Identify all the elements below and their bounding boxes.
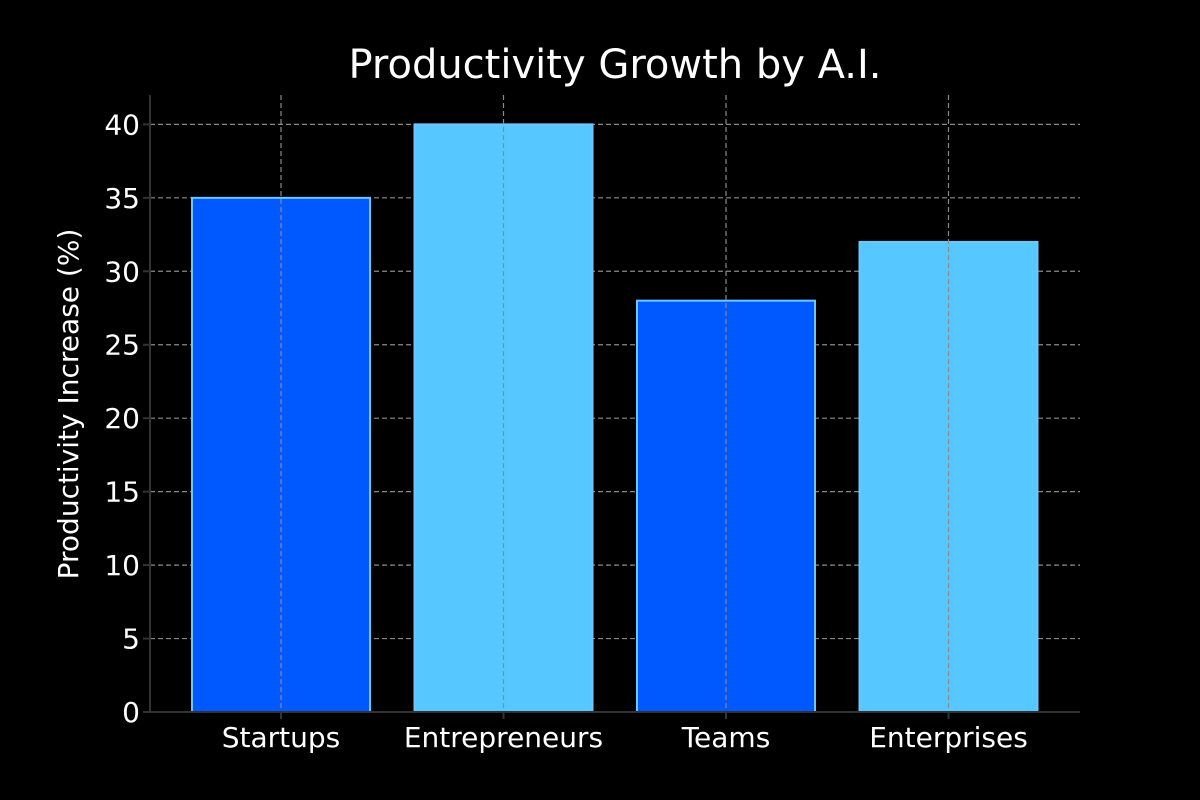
x-tick-label: Entrepreneurs [404,721,603,754]
x-tick-label: Teams [681,721,771,754]
y-tick-label: 0 [122,696,140,729]
y-tick-label: 40 [104,108,140,141]
y-tick-label: 10 [104,549,140,582]
x-grid-lines [280,95,950,712]
y-tick-labels: 0 5 10 15 20 25 30 35 40 [104,108,140,729]
chart-title: Productivity Growth by A.I. [348,42,881,88]
y-tick-label: 30 [104,255,140,288]
y-tick-label: 35 [104,182,140,215]
x-tick-labels: Startups Entrepreneurs Teams Enterprises [222,721,1028,754]
axes [143,95,1080,719]
y-tick-label: 20 [104,402,140,435]
y-tick-label: 5 [122,623,140,656]
y-axis-label: Productivity Increase (%) [52,229,85,580]
x-tick-label: Startups [222,721,341,754]
y-tick-label: 15 [104,476,140,509]
y-tick-label: 25 [104,329,140,362]
x-tick-label: Enterprises [869,721,1028,754]
